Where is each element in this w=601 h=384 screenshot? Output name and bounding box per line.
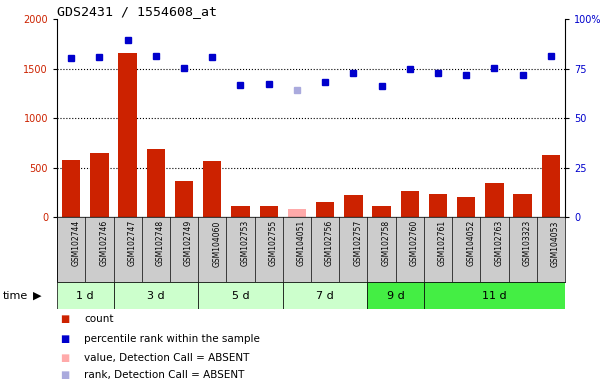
Text: GDS2431 / 1554608_at: GDS2431 / 1554608_at [57,5,217,18]
Bar [424,282,565,309]
Bar [231,206,249,217]
Text: GSM102755: GSM102755 [269,220,278,266]
Text: GSM102748: GSM102748 [156,220,165,266]
Bar [283,282,367,309]
Text: count: count [84,314,114,324]
Text: time: time [3,291,28,301]
Text: value, Detection Call = ABSENT: value, Detection Call = ABSENT [84,353,249,363]
Bar [118,53,137,217]
Text: GSM102757: GSM102757 [353,220,362,266]
Text: GSM102763: GSM102763 [495,220,504,266]
Bar [62,160,81,217]
Text: GSM102758: GSM102758 [382,220,391,266]
Text: GSM102749: GSM102749 [184,220,193,266]
Text: 11 d: 11 d [482,291,507,301]
Bar [542,155,560,217]
Text: 5 d: 5 d [231,291,249,301]
Bar [457,197,475,217]
Text: GSM102746: GSM102746 [99,220,108,266]
Bar [203,161,221,217]
Bar [175,181,194,217]
Bar [198,282,283,309]
Bar [114,282,198,309]
Text: GSM102753: GSM102753 [240,220,249,266]
Bar [260,206,278,217]
Text: GSM104051: GSM104051 [297,220,306,266]
Bar [401,191,419,217]
Text: GSM102760: GSM102760 [410,220,419,266]
Text: GSM104053: GSM104053 [551,220,560,266]
Text: GSM102744: GSM102744 [71,220,80,266]
Text: GSM104060: GSM104060 [212,220,221,266]
Bar [57,282,114,309]
Text: percentile rank within the sample: percentile rank within the sample [84,334,260,344]
Text: ▶: ▶ [33,291,41,301]
Text: GSM103323: GSM103323 [523,220,532,266]
Bar [147,149,165,217]
Text: ■: ■ [60,314,69,324]
Bar [288,209,306,217]
Text: GSM104052: GSM104052 [466,220,475,266]
Bar [373,205,391,217]
Bar [90,153,109,217]
Bar [316,202,334,217]
Text: GSM102747: GSM102747 [127,220,136,266]
Text: GSM102756: GSM102756 [325,220,334,266]
Text: 1 d: 1 d [76,291,94,301]
Bar [485,183,504,217]
Bar [513,194,532,217]
Text: rank, Detection Call = ABSENT: rank, Detection Call = ABSENT [84,370,245,380]
Text: ■: ■ [60,370,69,380]
Text: ■: ■ [60,353,69,363]
Bar [429,194,447,217]
Text: 7 d: 7 d [316,291,334,301]
Bar [344,195,362,217]
Text: 9 d: 9 d [387,291,404,301]
Text: 3 d: 3 d [147,291,165,301]
Text: ■: ■ [60,334,69,344]
Bar [367,282,424,309]
Text: GSM102761: GSM102761 [438,220,447,266]
